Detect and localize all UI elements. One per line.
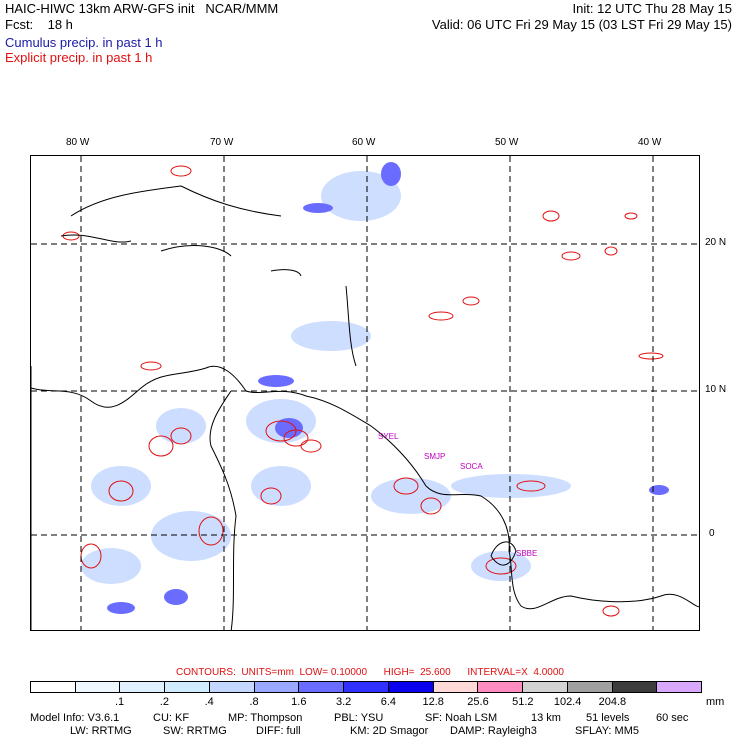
lat-label-20n: 20 N (705, 237, 727, 248)
model-info-pbl: PBL: YSU (334, 712, 384, 724)
cumulus-precip-shading (81, 171, 571, 584)
color-scale-bar (30, 681, 702, 693)
color-scale-cell (31, 682, 76, 692)
graticule (31, 156, 699, 630)
color-scale-label: .2 (159, 696, 169, 708)
color-scale-label: 204.8 (598, 696, 627, 708)
coastlines (31, 185, 699, 630)
color-scale-cell (612, 682, 658, 692)
model-info-damp: DAMP: Rayleigh3 (450, 725, 537, 737)
color-scale-cell (478, 682, 524, 692)
model-info-lw: LW: RRTMG (70, 725, 132, 737)
model-info-resolution: 13 km (531, 712, 561, 724)
color-scale-label: 1.6 (291, 696, 307, 708)
model-info-timestep: 60 sec (656, 712, 689, 724)
lon-label-50w: 50 W (495, 137, 519, 148)
color-scale-cell (657, 682, 702, 692)
contours-info: CONTOURS: UNITS=mm LOW= 0.10000 HIGH= 25… (176, 667, 564, 678)
cumulus-precip-heavy (107, 162, 669, 614)
product-title: HAIC-HIWC 13km ARW-GFS init NCAR/MMM (5, 1, 279, 16)
color-scale-cell (120, 682, 166, 692)
site-label-sbbe: SBBE (516, 549, 538, 558)
model-info-diff: DIFF: full (256, 725, 301, 737)
color-scale-cell (75, 682, 121, 692)
forecast-hour: Fcst: 18 h (5, 17, 73, 32)
color-scale-cell (209, 682, 255, 692)
map-canvas (31, 156, 699, 630)
color-scale-unit: mm (706, 696, 725, 708)
lon-label-80w: 80 W (66, 137, 90, 148)
color-scale-label: 6.4 (380, 696, 397, 708)
color-scale-cell (254, 682, 300, 692)
color-scale-label: 102.4 (553, 696, 582, 708)
color-scale-label: 51.2 (512, 696, 534, 708)
model-info-sf: SF: Noah LSM (425, 712, 498, 724)
color-scale-cell (299, 682, 345, 692)
lat-label-equator: 0 (709, 528, 715, 539)
color-scale-cell (388, 682, 434, 692)
color-scale-cell (433, 682, 479, 692)
color-scale-label: .8 (249, 696, 259, 708)
cumulus-precip-label: Cumulus precip. in past 1 h (5, 35, 163, 50)
color-scale-label: 25.6 (467, 696, 489, 708)
color-scale-cell (165, 682, 210, 692)
site-label-smjp: SMJP (424, 452, 446, 461)
lat-label-10n: 10 N (705, 384, 727, 395)
model-info-levels: 51 levels (586, 712, 630, 724)
color-scale-label: .4 (204, 696, 214, 708)
model-info-sflay: SFLAY: MM5 (575, 725, 639, 737)
color-scale-cell (567, 682, 613, 692)
lon-label-40w: 40 W (638, 137, 662, 148)
color-scale-cell (344, 682, 389, 692)
color-scale-label: 3.2 (335, 696, 352, 708)
init-time: Init: 12 UTC Thu 28 May 15 (572, 1, 732, 16)
site-label-soca: SOCA (460, 462, 483, 471)
precip-map (30, 155, 700, 631)
color-scale-cell (523, 682, 568, 692)
lon-label-70w: 70 W (210, 137, 234, 148)
model-info-sw: SW: RRTMG (163, 725, 227, 737)
valid-time: Valid: 06 UTC Fri 29 May 15 (03 LST Fri … (431, 17, 732, 32)
explicit-precip-contours (62, 165, 664, 617)
color-scale-label: 12.8 (422, 696, 444, 708)
model-info-mp: MP: Thompson (228, 712, 303, 724)
model-info-cu: CU: KF (153, 712, 190, 724)
model-info-version: Model Info: V3.6.1 (30, 712, 120, 724)
site-label-syel: SYEL (378, 432, 399, 441)
explicit-precip-label: Explicit precip. in past 1 h (5, 50, 153, 65)
color-scale-label: .1 (115, 696, 125, 708)
model-info-km: KM: 2D Smagor (350, 725, 429, 737)
lon-label-60w: 60 W (352, 137, 376, 148)
